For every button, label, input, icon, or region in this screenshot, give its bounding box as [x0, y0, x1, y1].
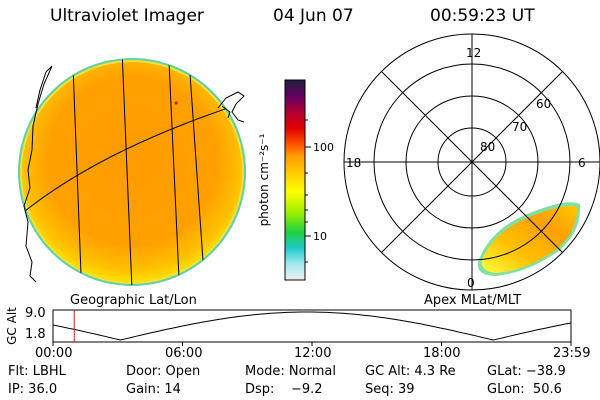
gc-alt-info: GC Alt: 4.3 Re [365, 364, 456, 379]
glat-info: GLat: −38.9 [487, 364, 566, 379]
mlat-label-80: 80 [480, 140, 496, 154]
gain-info: Gain: 14 [126, 382, 181, 397]
altitude-plot [52, 309, 572, 346]
altitude-axis-label: GC Alt [5, 307, 19, 345]
time-tick-1200: 12:00 [294, 346, 332, 361]
mlat-label-60: 60 [536, 97, 552, 111]
time-tick-0600: 06:00 [165, 346, 203, 361]
image-title: Ultraviolet Imager [50, 6, 204, 26]
filter-info: Flt: LBHL [8, 364, 66, 379]
dsp-info: Dsp: −9.2 [245, 382, 323, 397]
earth-disk-image [18, 58, 246, 286]
altitude-ymax-label: 9.0 [25, 306, 46, 321]
ip-info: IP: 36.0 [8, 382, 58, 397]
time-tick-2359: 23:59 [553, 346, 591, 361]
geographic-grid [19, 59, 241, 285]
time-tick-0000: 00:00 [35, 346, 73, 361]
colorbar [284, 79, 311, 281]
colorbar-tick-100: 100 [313, 141, 334, 154]
auroral-oval [477, 202, 581, 276]
mlt-label-left: 18 [346, 156, 362, 170]
mlt-label-top: 12 [466, 46, 482, 60]
glon-info: GLon: 50.6 [487, 382, 562, 397]
observation-time: 00:59:23 UT [430, 6, 535, 26]
mlt-label-bottom: 0 [467, 276, 475, 290]
polar-grid [343, 33, 600, 291]
mode-info: Mode: Normal [245, 364, 336, 379]
mlt-label-right: 6 [578, 156, 586, 170]
magnetic-panel-label: Apex MLat/MLT [424, 293, 522, 308]
seq-info: Seq: 39 [365, 382, 415, 397]
observation-date: 04 Jun 07 [273, 6, 354, 26]
time-tick-1800: 18:00 [423, 346, 461, 361]
polar-plot [343, 33, 600, 291]
door-info: Door: Open [126, 364, 201, 379]
colorbar-tick-10: 10 [313, 230, 327, 243]
mlat-label-70: 70 [512, 120, 528, 134]
altitude-ymin-label: 1.8 [25, 327, 46, 342]
geographic-panel-label: Geographic Lat/Lon [70, 293, 197, 308]
altitude-curve [52, 311, 572, 341]
colorbar-unit-label: photon cm⁻²s⁻¹ [257, 133, 271, 227]
coastlines [23, 65, 245, 283]
